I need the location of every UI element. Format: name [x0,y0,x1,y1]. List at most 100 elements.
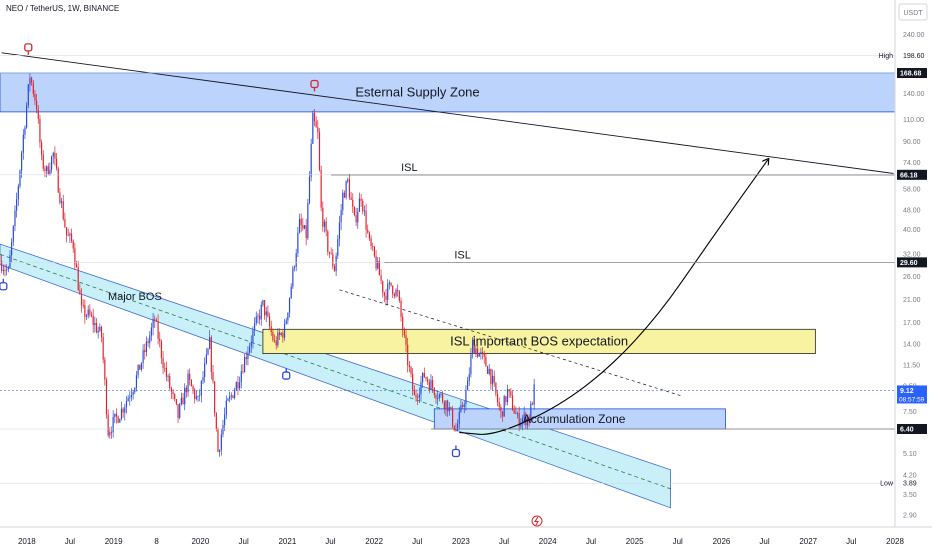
candle [187,369,189,397]
candle-body [80,294,83,305]
candle-body [104,359,106,380]
candle-body [420,382,422,395]
candle [365,203,367,238]
candle-body [430,380,432,391]
candle [195,390,197,401]
candle [313,109,316,127]
candle-body [44,168,46,171]
candle [415,389,417,402]
candle [347,177,349,184]
y-tick-label: 40.00 [903,227,921,234]
candle-body [348,179,351,198]
candle [11,238,13,263]
y-tick-label: 48.00 [903,207,921,214]
candle-body [343,192,346,198]
candle [212,364,214,384]
candle [312,110,314,145]
candle-body [215,413,217,430]
candle [355,207,357,226]
candle-body [405,335,407,345]
bos-expectation-zone [262,328,816,354]
y-tick-label: 7.50 [903,409,917,416]
candle-body [120,408,123,419]
y-tick-label: 21.00 [903,297,921,304]
major-bos-label: Major BOS [108,291,162,303]
candle [435,393,437,404]
candle-body [460,405,462,412]
candle-body [245,357,247,360]
candle-body [510,391,512,396]
candle [75,260,78,268]
candle-body [177,404,179,418]
candle-body [403,330,405,336]
candle-body [433,387,435,396]
candle-body [99,326,101,331]
candle-body [521,418,524,423]
candle-body [390,282,392,286]
candle-body [483,353,485,357]
candle [9,250,11,269]
candle [137,364,139,379]
candle-body [59,192,61,203]
candle-body [388,282,390,285]
candle [26,102,28,129]
candle [491,369,494,391]
candle [255,311,257,326]
candle-body [152,319,154,328]
candle-body [515,413,517,415]
candle [45,165,48,178]
candle-body [511,395,514,411]
candle [505,395,507,406]
candle [303,224,306,230]
candle [92,308,94,333]
candle-body [435,395,437,399]
candle-body [530,403,532,422]
candle [325,217,327,237]
candle-body [305,225,307,239]
candle-body [62,201,64,220]
candle [327,229,329,256]
candle [447,399,449,417]
candle-body [357,211,359,223]
candle-body [110,432,113,434]
candle-body [1,260,3,272]
candle [227,397,229,402]
candle [362,198,364,215]
candle [516,411,519,419]
candle [65,227,68,243]
candle [124,403,126,421]
candle [54,146,56,166]
candle-body [500,406,502,412]
candle [337,234,339,260]
candle-body [445,400,447,409]
candle-body [100,326,103,338]
candle-body [471,339,474,355]
candle-body [64,219,66,228]
candle-body [134,387,136,393]
candle-body [360,198,362,201]
candle [263,299,266,320]
candle-body [217,429,219,452]
candle-body [332,253,334,267]
candle [500,404,502,418]
candle-body [475,348,477,354]
x-tick-label: Jul [759,537,769,546]
candle [417,393,419,406]
isl-lower-line-label: ISL [454,249,471,261]
candle-body [493,375,495,383]
candle-body [179,404,181,418]
candle [250,335,252,353]
candle [34,89,36,106]
candle [470,348,472,378]
x-tick-label: Jul [499,537,509,546]
candle-body [353,206,356,216]
candle [152,312,154,336]
y-tick-label: 2.90 [903,513,917,520]
candle [169,373,171,390]
candle [47,163,49,176]
candle-body [125,401,128,408]
candle [418,387,420,404]
candle [345,180,347,200]
candle-body [180,397,182,405]
